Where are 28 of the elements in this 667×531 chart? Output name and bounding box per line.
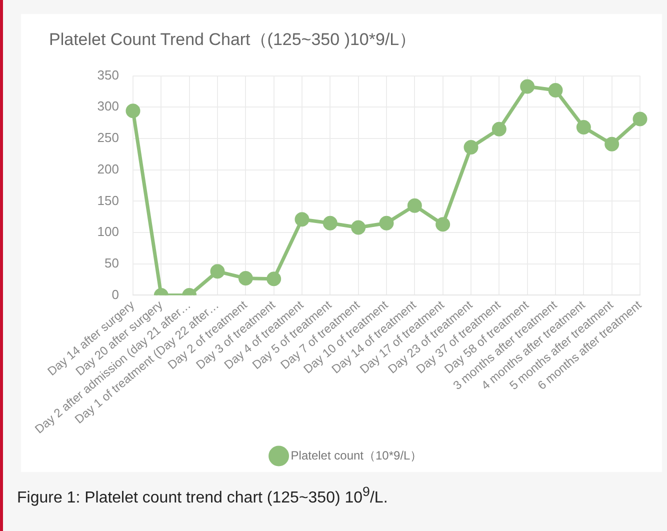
point: [238, 271, 253, 286]
y-tick-label: 350: [97, 67, 119, 82]
point: [266, 272, 282, 286]
y-tick-label: 150: [97, 192, 119, 208]
y-tick-label: 100: [97, 224, 119, 240]
point: [210, 264, 225, 279]
point: [548, 82, 563, 98]
point: [294, 212, 310, 227]
y-tick-label: 300: [97, 98, 119, 114]
point: [322, 216, 338, 230]
point: [351, 220, 366, 235]
y-tick-label: 0: [112, 286, 119, 302]
point: [492, 122, 506, 136]
point: [379, 216, 394, 230]
y-tick-label: 200: [97, 161, 119, 176]
point: [604, 136, 620, 152]
point: [520, 79, 535, 94]
point: [407, 198, 422, 213]
point: [126, 104, 140, 118]
point: [436, 217, 450, 232]
y-tick-label: 250: [97, 130, 119, 146]
point: [576, 120, 591, 134]
chart-title: Platelet Count Trend Chart（(125~350 )10*9/L）: [49, 29, 416, 51]
y-tick-label: 50: [104, 255, 119, 270]
point: [464, 140, 478, 155]
caption: Figure 1: Platelet count trend chart (125~350) 10$^{9}$/L.: [17, 484, 388, 508]
point: [632, 112, 648, 126]
legend-label: Platelet count（10*9/L）: [290, 448, 422, 462]
